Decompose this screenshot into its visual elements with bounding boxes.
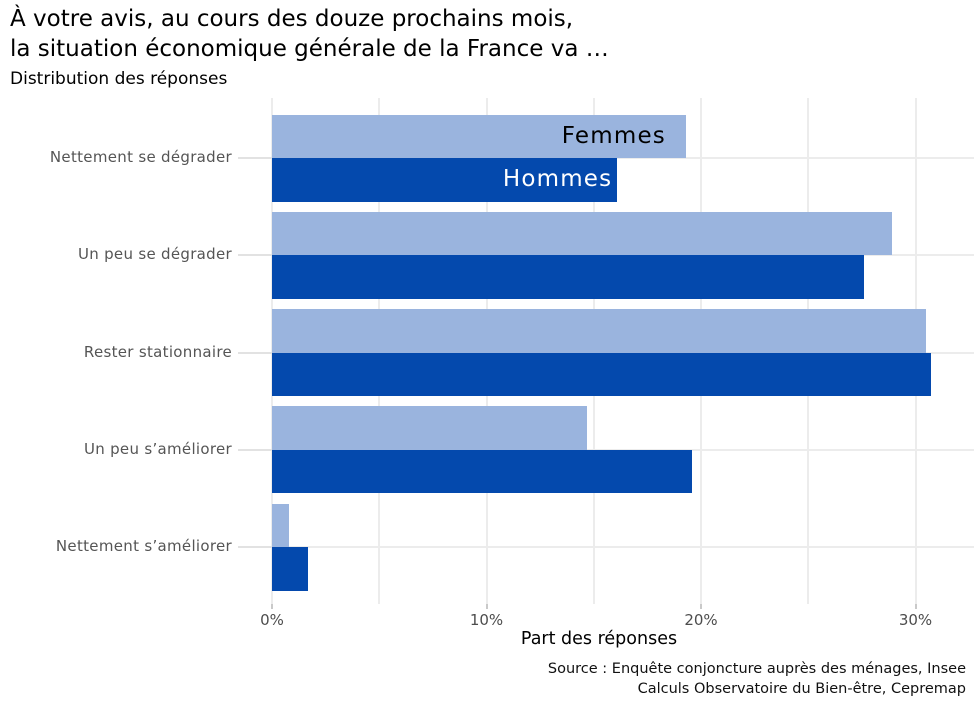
y-axis-tick (238, 254, 272, 257)
gridline-horizontal (272, 546, 974, 548)
bar-hommes (272, 449, 693, 494)
category-label: Nettement s’améliorer (55, 537, 232, 555)
x-axis-tick (485, 604, 488, 609)
bar-hommes: Hommes (272, 158, 618, 202)
y-axis-tick (238, 157, 272, 159)
x-tick-label: 30% (898, 611, 933, 629)
category-label: Nettement se dégrader (49, 148, 232, 166)
bar-hommes (272, 547, 309, 591)
x-tick-label: 0% (260, 611, 284, 629)
bar-hommes (272, 255, 865, 299)
bar-femmes: Femmes (272, 114, 686, 158)
legend-label-hommes: Hommes (502, 166, 613, 192)
gridline-horizontal (272, 157, 974, 159)
chart-subtitle: Distribution des réponses (10, 69, 228, 89)
plot-area: Femmes Hommes 0% 10% 20% 30% (238, 98, 974, 629)
x-axis-tick (914, 604, 917, 609)
bar-hommes (272, 352, 931, 396)
bar-femmes (272, 406, 588, 450)
x-tick-label: 10% (469, 611, 504, 629)
bar-femmes (272, 211, 892, 256)
y-axis-tick (238, 351, 272, 354)
y-axis-tick (238, 546, 272, 548)
chart-title: À votre avis, au cours des douze prochai… (10, 6, 609, 62)
x-axis-title: Part des réponses (520, 629, 678, 649)
category-label: Rester stationnaire (83, 342, 232, 361)
x-axis-tick (271, 604, 273, 609)
x-axis-tick (700, 604, 702, 609)
bar-femmes (272, 503, 290, 547)
legend-label-femmes: Femmes (561, 122, 666, 149)
bar-femmes (272, 309, 927, 353)
y-axis-tick (238, 448, 272, 451)
x-tick-label: 20% (684, 611, 718, 629)
source-caption: Source : Enquête conjoncture auprès des … (547, 661, 966, 697)
category-label: Un peu se dégrader (77, 245, 232, 264)
category-label: Un peu s’améliorer (83, 439, 232, 458)
